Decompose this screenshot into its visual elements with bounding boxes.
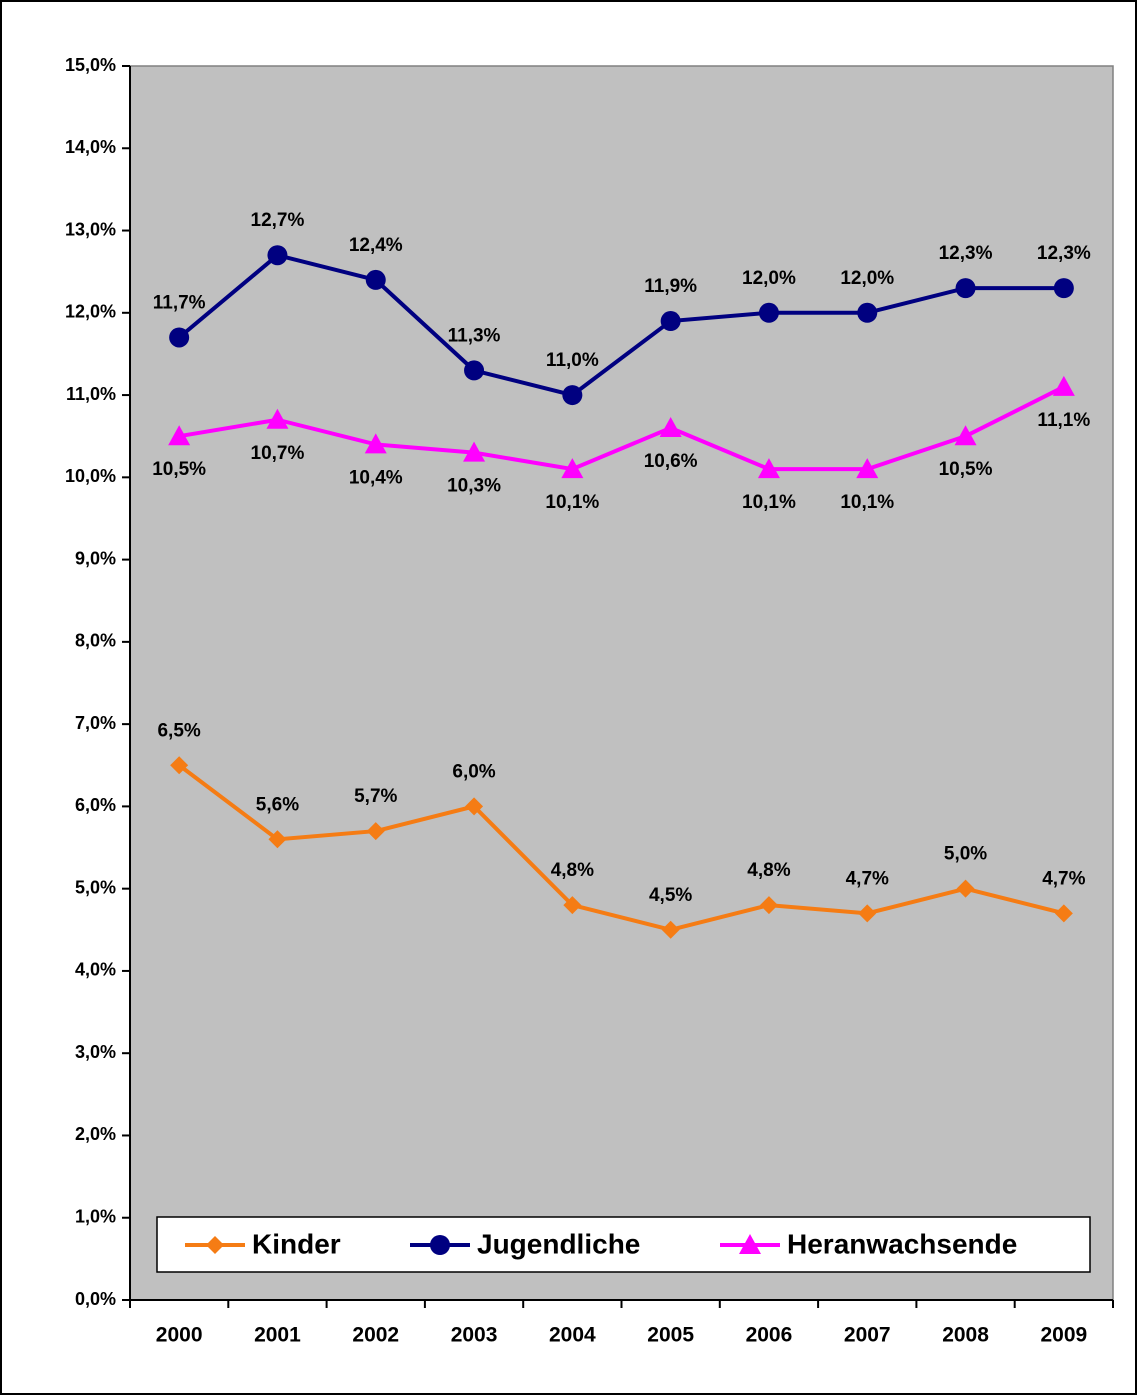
data-label: 10,7%	[251, 443, 305, 464]
plot-area	[129, 65, 1114, 1301]
y-tick-label: 15,0%	[65, 55, 116, 75]
x-tick-label: 2003	[451, 1324, 498, 1347]
data-point	[561, 458, 584, 479]
data-point	[661, 920, 680, 939]
data-point	[659, 416, 682, 437]
data-point	[758, 302, 779, 323]
legend	[156, 1216, 1091, 1273]
data-point	[463, 441, 486, 462]
legend-marker	[206, 1236, 224, 1254]
data-point	[660, 311, 681, 332]
data-label: 12,7%	[251, 210, 305, 231]
y-tick-label: 8,0%	[75, 631, 116, 651]
data-label: 11,7%	[153, 292, 206, 313]
y-tick-label: 14,0%	[65, 137, 116, 157]
data-point	[1054, 904, 1073, 923]
x-tick-label: 2005	[647, 1324, 694, 1347]
data-label: 10,6%	[644, 451, 698, 472]
data-point	[562, 385, 583, 406]
y-tick-label: 6,0%	[75, 795, 116, 815]
data-point	[464, 360, 485, 381]
data-point	[856, 458, 879, 479]
data-point	[170, 756, 189, 775]
data-label: 12,3%	[1037, 243, 1091, 264]
y-tick-label: 4,0%	[75, 960, 116, 980]
data-label: 12,3%	[939, 243, 993, 264]
y-tick-label: 13,0%	[65, 219, 116, 239]
data-point	[364, 433, 387, 454]
data-point	[954, 425, 977, 446]
data-point	[168, 425, 191, 446]
data-label: 10,4%	[349, 467, 403, 488]
x-tick-label: 2006	[746, 1324, 793, 1347]
data-label: 6,0%	[452, 761, 495, 782]
x-tick-label: 2008	[942, 1324, 989, 1347]
data-label: 11,9%	[644, 276, 697, 297]
x-tick-label: 2004	[549, 1324, 596, 1347]
x-tick-label: 2002	[352, 1324, 399, 1347]
data-point	[465, 797, 484, 816]
data-point	[365, 269, 386, 290]
series-line	[177, 253, 1064, 398]
data-point	[169, 327, 190, 348]
data-point	[956, 879, 975, 898]
y-tick-label: 2,0%	[75, 1124, 116, 1144]
data-label: 12,0%	[742, 268, 796, 289]
data-label: 10,1%	[840, 492, 894, 513]
y-tick-label: 1,0%	[75, 1206, 116, 1226]
x-tick-label: 2001	[254, 1324, 301, 1347]
data-label: 6,5%	[157, 720, 200, 741]
y-tick-label: 0,0%	[75, 1289, 116, 1309]
data-point	[757, 458, 780, 479]
data-point	[266, 408, 289, 429]
series-line	[177, 763, 1065, 932]
data-point	[858, 904, 877, 923]
data-label: 4,7%	[846, 868, 889, 889]
y-tick-label: 11,0%	[66, 384, 116, 404]
data-label: 5,7%	[354, 786, 397, 807]
legend-label: Jugendliche	[477, 1228, 640, 1259]
data-label: 11,0%	[546, 350, 599, 371]
data-point	[759, 896, 778, 915]
data-label: 10,5%	[939, 459, 993, 480]
data-point	[267, 245, 288, 266]
legend-marker	[430, 1235, 450, 1255]
legend-marker	[739, 1234, 761, 1254]
data-label: 10,1%	[545, 492, 599, 513]
data-label: 4,7%	[1042, 868, 1085, 889]
data-point	[1052, 375, 1075, 396]
data-label: 4,8%	[747, 860, 790, 881]
data-point	[563, 896, 582, 915]
data-label: 11,3%	[448, 325, 501, 346]
data-label: 5,0%	[944, 844, 987, 865]
y-tick-label: 3,0%	[75, 1042, 116, 1062]
data-label: 11,1%	[1037, 410, 1090, 431]
data-label: 4,5%	[649, 885, 692, 906]
data-label: 5,6%	[256, 794, 299, 815]
data-point	[268, 830, 287, 849]
y-tick-label: 9,0%	[75, 548, 116, 568]
data-point	[955, 278, 976, 299]
y-tick-label: 5,0%	[75, 877, 116, 897]
y-tick-label: 7,0%	[75, 713, 116, 733]
data-label: 12,0%	[840, 268, 894, 289]
data-label: 10,5%	[152, 459, 206, 480]
y-tick-label: 10,0%	[65, 466, 116, 486]
data-label: 4,8%	[551, 860, 594, 881]
legend-label: Heranwachsende	[787, 1228, 1017, 1259]
x-tick-label: 2007	[844, 1324, 891, 1347]
data-label: 10,3%	[447, 476, 501, 497]
y-tick-label: 12,0%	[65, 302, 116, 322]
data-label: 12,4%	[349, 235, 403, 256]
legend-label: Kinder	[252, 1228, 341, 1259]
x-tick-label: 2000	[156, 1324, 203, 1347]
x-tick-label: 2009	[1040, 1324, 1087, 1347]
data-point	[857, 302, 878, 323]
data-label: 10,1%	[742, 492, 796, 513]
series-line	[178, 385, 1065, 472]
data-point	[1053, 278, 1074, 299]
data-point	[366, 822, 385, 841]
